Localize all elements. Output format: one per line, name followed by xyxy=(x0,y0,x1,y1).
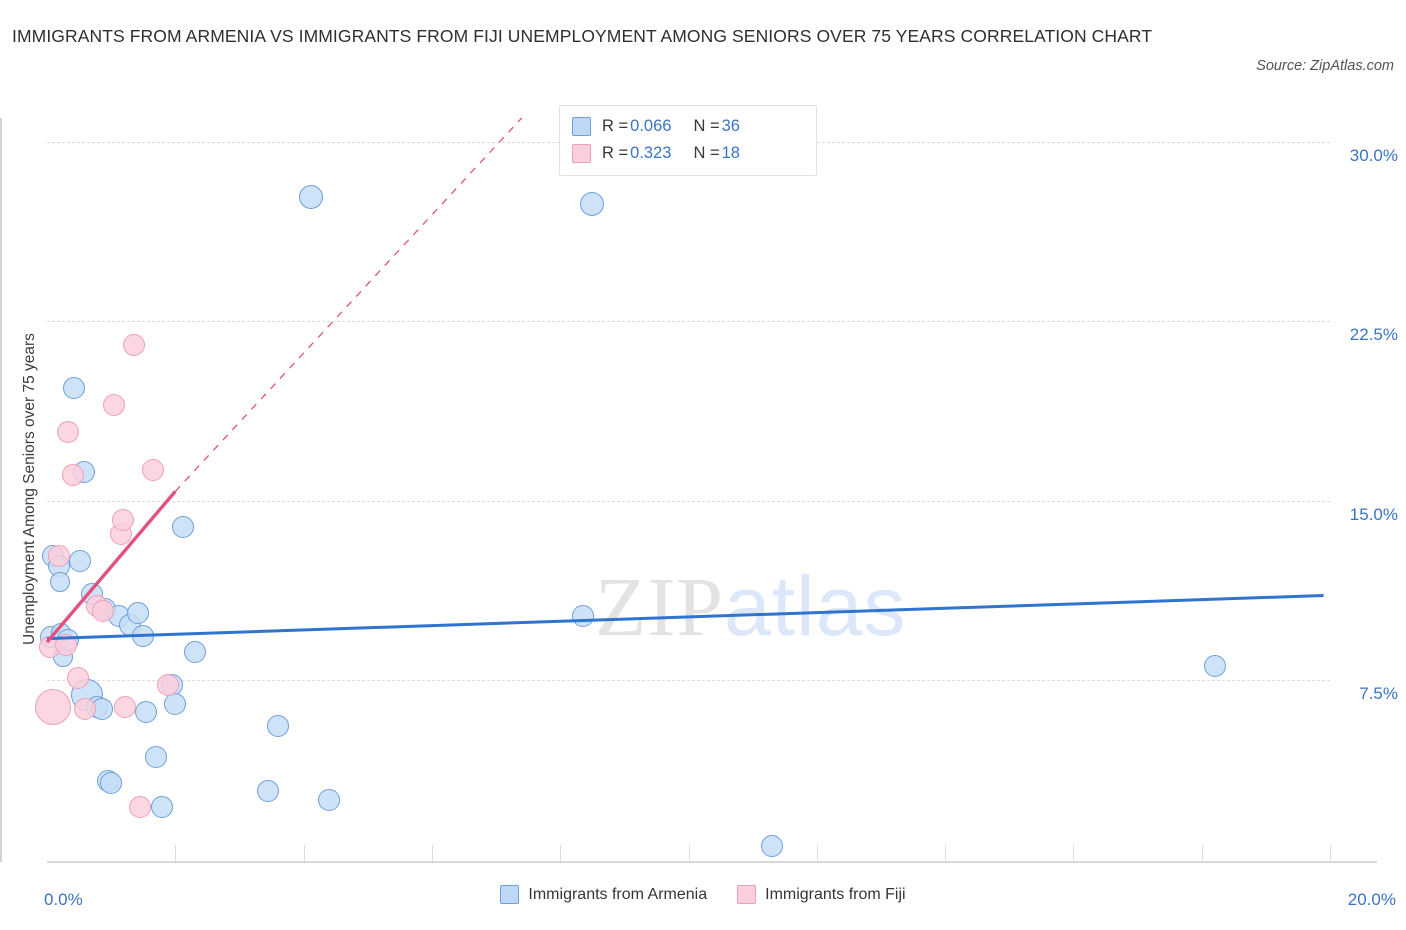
legend-label-fiji: Immigrants from Fiji xyxy=(765,885,906,903)
stats-row-armenia: R = 0.066 N = 36 xyxy=(572,113,806,140)
x-axis-tick xyxy=(945,845,947,861)
scatter-point[interactable] xyxy=(57,420,80,443)
scatter-point[interactable] xyxy=(127,602,150,625)
series-legend: Immigrants from Armenia Immigrants from … xyxy=(0,885,1406,904)
x-axis-tick xyxy=(175,845,177,861)
scatter-point[interactable] xyxy=(151,796,174,819)
scatter-point[interactable] xyxy=(103,394,126,417)
scatter-point[interactable] xyxy=(69,549,92,572)
scatter-point[interactable] xyxy=(132,625,155,648)
x-axis-tick xyxy=(1330,845,1331,861)
x-axis-line xyxy=(47,861,1377,863)
scatter-point[interactable] xyxy=(111,509,134,532)
stats-r-value-fiji: 0.323 xyxy=(630,144,672,162)
y-axis-line xyxy=(0,118,2,862)
scatter-point[interactable] xyxy=(62,377,85,400)
scatter-point[interactable] xyxy=(66,667,89,690)
scatter-points-layer xyxy=(35,118,1330,860)
x-axis-label-min: 0.0% xyxy=(44,890,83,909)
x-axis-tick xyxy=(303,845,305,861)
stats-r-value-armenia: 0.066 xyxy=(630,117,672,135)
stats-r-label-armenia: R = xyxy=(602,117,629,135)
stats-r-label-fiji: R = xyxy=(602,144,629,162)
x-axis-tick xyxy=(1073,845,1075,861)
scatter-point[interactable] xyxy=(141,458,164,481)
stats-row-fiji: R = 0.323 N = 18 xyxy=(572,140,806,167)
scatter-point[interactable] xyxy=(318,789,341,812)
gridline xyxy=(47,500,1330,502)
x-axis-tick xyxy=(688,845,690,861)
scatter-point[interactable] xyxy=(760,834,783,857)
y-axis-tick-label: 7.5% xyxy=(1359,684,1398,704)
scatter-point[interactable] xyxy=(156,674,179,697)
scatter-point[interactable] xyxy=(164,693,187,716)
scatter-point[interactable] xyxy=(135,700,158,723)
x-axis-tick xyxy=(431,845,433,861)
stats-swatch-armenia-icon xyxy=(572,117,591,136)
scatter-point[interactable] xyxy=(35,688,72,725)
scatter-point[interactable] xyxy=(100,772,123,795)
scatter-point[interactable] xyxy=(49,572,70,593)
legend-label-armenia: Immigrants from Armenia xyxy=(528,885,708,903)
page-title: IMMIGRANTS FROM ARMENIA VS IMMIGRANTS FR… xyxy=(12,26,1153,46)
x-axis-tick xyxy=(560,845,562,861)
chart-header: IMMIGRANTS FROM ARMENIA VS IMMIGRANTS FR… xyxy=(0,0,1406,96)
correlation-stats-legend: R = 0.066 N = 36 R = 0.323 N = 18 xyxy=(559,105,817,176)
scatter-point[interactable] xyxy=(299,184,324,209)
x-axis-tick xyxy=(1201,845,1203,861)
y-axis-tick-label: 22.5% xyxy=(1349,325,1398,345)
source-label: Source: ZipAtlas.com xyxy=(1256,58,1394,74)
legend-item-fiji[interactable]: Immigrants from Fiji xyxy=(737,885,906,904)
y-axis-tick-label: 15.0% xyxy=(1349,504,1398,524)
legend-item-armenia[interactable]: Immigrants from Armenia xyxy=(500,885,707,904)
scatter-point[interactable] xyxy=(74,698,97,721)
scatter-point[interactable] xyxy=(61,463,84,486)
legend-swatch-fiji-icon xyxy=(737,885,757,904)
scatter-point[interactable] xyxy=(257,779,280,802)
plot-area: ZIPatlas xyxy=(35,118,1330,860)
x-axis-label-max: 20.0% xyxy=(1347,890,1396,909)
scatter-point[interactable] xyxy=(129,796,152,819)
scatter-point[interactable] xyxy=(114,695,137,718)
scatter-point[interactable] xyxy=(1203,655,1226,678)
gridline xyxy=(47,321,1330,323)
stats-n-value-armenia: 36 xyxy=(721,117,740,135)
scatter-point[interactable] xyxy=(571,604,594,627)
scatter-point[interactable] xyxy=(266,714,289,737)
stats-swatch-fiji-icon xyxy=(572,144,591,163)
stats-n-label-fiji: N = xyxy=(693,144,720,162)
gridline xyxy=(47,680,1330,682)
stats-n-label-armenia: N = xyxy=(693,117,720,135)
x-axis-tick xyxy=(816,845,818,861)
legend-swatch-armenia-icon xyxy=(500,885,520,904)
scatter-point[interactable] xyxy=(47,545,70,568)
y-axis-tick-label: 30.0% xyxy=(1349,145,1398,165)
scatter-point[interactable] xyxy=(183,640,206,663)
scatter-point[interactable] xyxy=(122,334,145,357)
scatter-point[interactable] xyxy=(580,192,605,217)
scatter-point[interactable] xyxy=(145,746,168,769)
scatter-point[interactable] xyxy=(171,516,194,539)
stats-n-value-fiji: 18 xyxy=(721,144,740,162)
scatter-point[interactable] xyxy=(55,633,78,656)
